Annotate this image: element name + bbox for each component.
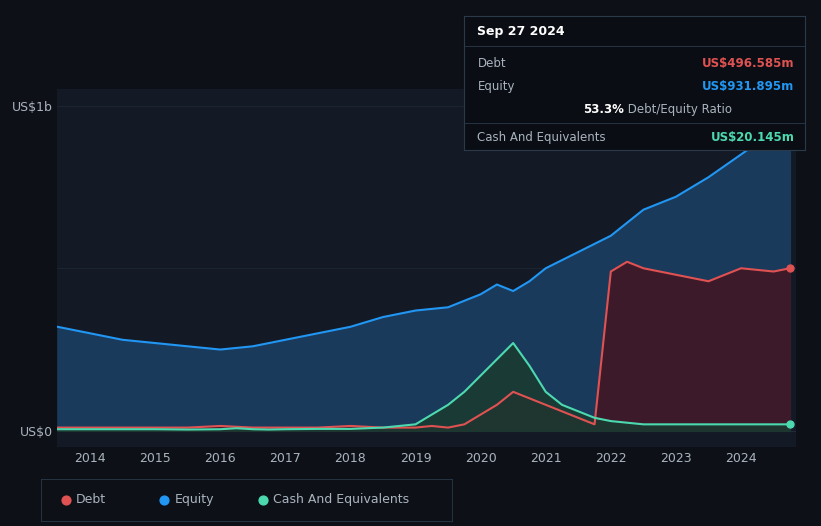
Text: Equity: Equity [175, 493, 214, 506]
Point [59, 495, 72, 504]
Text: Sep 27 2024: Sep 27 2024 [478, 25, 565, 38]
Point [256, 495, 269, 504]
Text: 53.3%: 53.3% [583, 103, 624, 116]
Text: Cash And Equivalents: Cash And Equivalents [478, 132, 606, 144]
Point [783, 420, 796, 429]
Text: Debt/Equity Ratio: Debt/Equity Ratio [624, 103, 732, 116]
Point [783, 118, 796, 126]
Text: US$931.895m: US$931.895m [702, 80, 795, 94]
Text: Equity: Equity [478, 80, 515, 94]
Point [783, 264, 796, 272]
Text: US$496.585m: US$496.585m [702, 57, 795, 70]
Text: Cash And Equivalents: Cash And Equivalents [273, 493, 409, 506]
Text: US$20.145m: US$20.145m [710, 132, 795, 144]
Point [158, 495, 171, 504]
Text: Debt: Debt [478, 57, 506, 70]
Text: Debt: Debt [76, 493, 106, 506]
